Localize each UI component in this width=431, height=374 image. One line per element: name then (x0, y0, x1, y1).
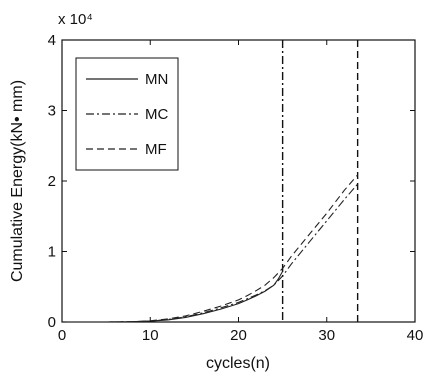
y-tick-label: 2 (48, 173, 56, 190)
y-tick-label: 0 (48, 314, 56, 331)
x-tick-label: 30 (318, 327, 335, 344)
y-tick-label: 1 (48, 244, 56, 261)
vertical-markers (281, 40, 359, 322)
x-axis-label: cycles(n) (206, 355, 270, 372)
x-tick-label: 0 (58, 327, 66, 344)
y-axis-ticks: 0 1 2 3 4 (48, 32, 415, 331)
series-line-mc (62, 183, 359, 323)
x-tick-label: 40 (407, 327, 424, 344)
y-axis-label: Cumulative Energy(kN• mm) (9, 80, 26, 282)
x-tick-label: 20 (230, 327, 247, 344)
legend-label-mc: MC (145, 106, 168, 123)
y-tick-label: 3 (48, 103, 56, 120)
x-axis-ticks: 0 10 20 30 40 (58, 40, 424, 344)
x-tick-label: 10 (142, 327, 159, 344)
y-tick-label: 4 (48, 32, 56, 49)
legend-label-mn: MN (145, 71, 168, 88)
legend: MN MC MF (75, 57, 179, 171)
y-exponent-label: x 10⁴ (58, 11, 93, 28)
legend-label-mf: MF (145, 141, 167, 158)
